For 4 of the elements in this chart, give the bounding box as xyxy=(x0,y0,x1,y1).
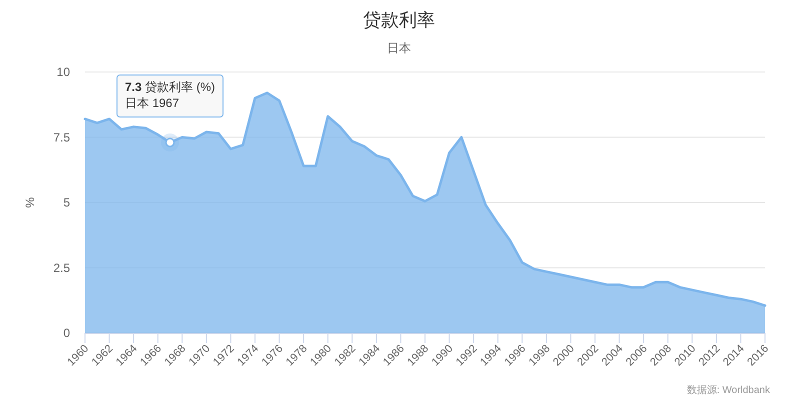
tooltip: 7.3 贷款利率 (%) 日本 1967 xyxy=(116,74,224,152)
title: 贷款利率 xyxy=(363,10,435,30)
subtitle: 日本 xyxy=(387,41,411,55)
annotation: 7.3 贷款利率 (%) 日本 1967 xyxy=(124,80,216,110)
